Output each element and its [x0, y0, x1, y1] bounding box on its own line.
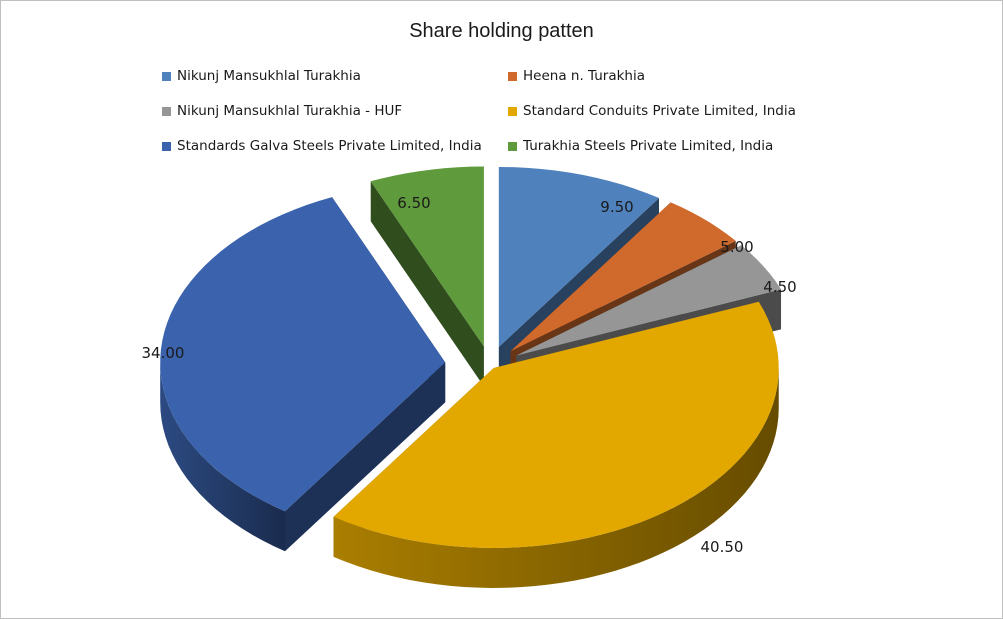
pie-data-labels: 9.50 5.00 4.50 40.50 34.00 6.50: [142, 194, 797, 556]
data-label-5: 34.00: [142, 344, 185, 362]
legend-label-3: Nikunj Mansukhlal Turakhia - HUF: [177, 103, 403, 119]
pie-slice-top-3: [516, 245, 782, 356]
legend-entry-3: Nikunj Mansukhlal Turakhia - HUF: [162, 101, 402, 121]
pie-slice-5: [160, 197, 446, 552]
legend-label-4: Standard Conduits Private Limited, India: [523, 103, 796, 119]
pie-slice-4: [333, 301, 779, 588]
legend-entry-4: Standard Conduits Private Limited, India: [508, 101, 796, 121]
legend-label-6: Turakhia Steels Private Limited, India: [523, 138, 774, 154]
data-label-4: 40.50: [701, 538, 744, 556]
legend-label-2: Heena n. Turakhia: [523, 68, 645, 84]
legend-swatch-2: [508, 71, 517, 81]
data-label-1: 9.50: [600, 198, 633, 216]
legend-entry-6: Turakhia Steels Private Limited, India: [508, 136, 773, 156]
pie-slice-top-1: [498, 166, 660, 347]
legend-entry-5: Standards Galva Steels Private Limited, …: [162, 136, 482, 156]
legend-entry-2: Heena n. Turakhia: [508, 66, 645, 86]
pie-slice-wall-5: [160, 362, 286, 552]
pie-slices: [160, 166, 782, 588]
legend-swatch-5: [162, 141, 171, 151]
data-label-3: 4.50: [763, 278, 796, 296]
legend-swatch-6: [508, 141, 517, 151]
pie-slice-side-6-1: [370, 181, 484, 387]
data-label-2: 5.00: [720, 238, 753, 256]
chart-title: Share holding patten: [409, 20, 594, 42]
pie-slice-side-5-1: [285, 362, 446, 552]
pie-slice-top-5: [160, 197, 446, 512]
pie-slice-wall-4: [333, 367, 779, 588]
legend-entry-1: Nikunj Mansukhlal Turakhia: [162, 66, 361, 86]
legend-label-5: Standards Galva Steels Private Limited, …: [177, 138, 482, 154]
pie-slice-6: [370, 166, 484, 387]
legend-label-1: Nikunj Mansukhlal Turakhia: [177, 68, 361, 84]
pie-slice-top-4: [333, 301, 779, 548]
legend-swatch-4: [508, 106, 517, 116]
pie-slice-top-6: [370, 166, 484, 347]
legend-swatch-1: [162, 71, 171, 81]
legend-swatch-3: [162, 106, 171, 116]
data-label-6: 6.50: [397, 194, 430, 212]
pie-slice-top-2: [510, 202, 736, 352]
